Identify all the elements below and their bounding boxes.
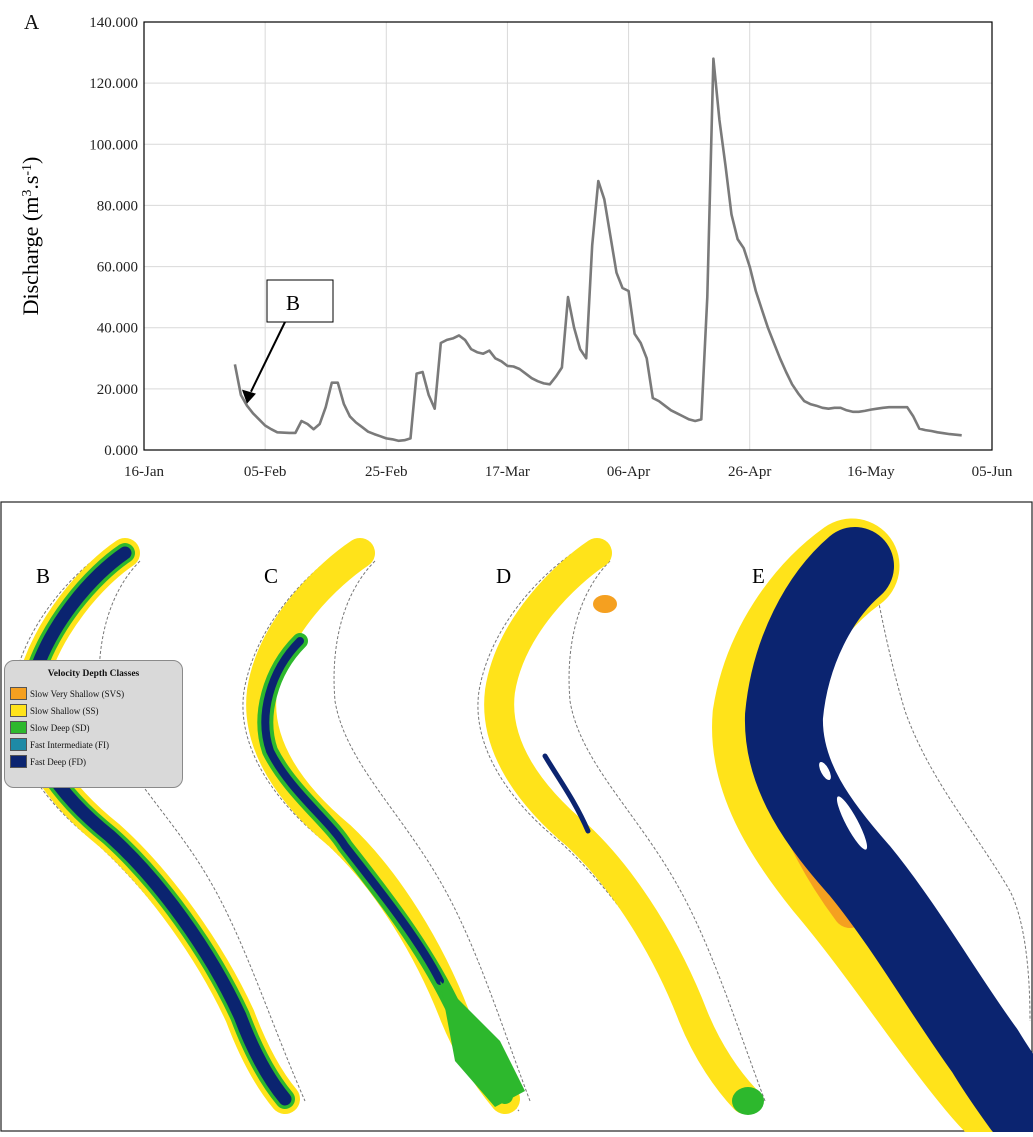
legend-label-fi: Fast Intermediate (FI) — [30, 739, 109, 750]
legend-item-svs: Slow Very Shallow (SVS) — [10, 685, 182, 702]
velocity-depth-maps: B C D E — [0, 501, 1033, 1137]
river-map-d — [477, 538, 766, 1115]
river-map-e — [712, 518, 1033, 1137]
y-tick-label: 40.000 — [97, 321, 138, 337]
legend-label-fd: Fast Deep (FD) — [30, 756, 86, 767]
y-tick-label: 0.000 — [104, 443, 138, 459]
plot-area-frame — [143, 21, 993, 451]
x-tick-label: 05-Jun — [972, 464, 1013, 480]
legend-swatch-svs — [10, 687, 27, 700]
x-tick-label: 25-Feb — [365, 464, 408, 480]
map-d-very-shallow-patch — [593, 595, 617, 613]
chart-panel-label: A — [24, 10, 40, 34]
map-d-slow-deep-patch — [732, 1087, 764, 1115]
map-label-d: D — [496, 564, 511, 588]
river-map-c — [242, 538, 531, 1114]
map-e-island-2 — [819, 761, 831, 781]
map-b-bank-right — [98, 560, 306, 1102]
y-tick-label: 80.000 — [97, 198, 138, 214]
x-tick-label: 26-Apr — [728, 464, 771, 480]
annotation-box — [266, 279, 334, 323]
legend-swatch-sd — [10, 721, 27, 734]
map-label-e: E — [752, 564, 765, 588]
y-axis-label-part: Discharge (m — [18, 197, 43, 316]
y-axis-label-part: ) — [18, 157, 43, 164]
legend-swatch-fd — [10, 755, 27, 768]
map-e-fast-deep — [744, 527, 1033, 1137]
x-tick-label: 16-Jan — [124, 464, 164, 480]
discharge-series-line — [233, 57, 962, 443]
map-d-fast-deep — [542, 753, 591, 834]
legend-label-sd: Slow Deep (SD) — [30, 722, 90, 733]
y-axis-label-part: 3 — [20, 190, 35, 197]
map-label-c: C — [264, 564, 278, 588]
annotation-label: B — [286, 291, 300, 315]
legend-item-fd: Fast Deep (FD) — [10, 753, 182, 770]
legend-swatch-fi — [10, 738, 27, 751]
x-tick-label: 06-Apr — [607, 464, 650, 480]
map-label-b: B — [36, 564, 50, 588]
map-e-island-1 — [836, 796, 868, 850]
discharge-chart-svg: 0.000 20.000 40.000 60.000 80.000 100.000 120.… — [18, 15, 1013, 480]
legend-label-svs: Slow Very Shallow (SVS) — [30, 688, 125, 699]
y-tick-label: 60.000 — [97, 260, 138, 276]
x-tick-label: 17-Mar — [485, 464, 530, 480]
map-d-bank-right — [568, 560, 766, 1102]
y-axis-label-part: -1 — [20, 164, 35, 176]
x-tick-label: 05-Feb — [244, 464, 287, 480]
annotation-arrow-shaft — [250, 321, 286, 393]
maps-svg: B C D E — [0, 501, 1033, 1137]
velocity-depth-legend: Velocity Depth Classes Slow Very Shallow… — [4, 660, 183, 788]
map-d-bank-left — [477, 545, 755, 1112]
map-d-shallow — [484, 538, 760, 1114]
y-axis-label: Discharge (m3.s-1) — [18, 157, 43, 316]
legend-title: Velocity Depth Classes — [47, 669, 140, 679]
map-e-bank-right — [869, 555, 1031, 1022]
river-map-b — [10, 538, 306, 1114]
annotation-arrow-head — [241, 389, 256, 404]
discharge-chart: A 0.000 20.000 40.000 60.000 80.000 100.000 12… — [0, 0, 1033, 500]
legend-item-ss: Slow Shallow (SS) — [10, 702, 182, 719]
x-tick-label: 16-May — [847, 464, 895, 480]
legend-label-ss: Slow Shallow (SS) — [30, 705, 99, 716]
legend-item-fi: Fast Intermediate (FI) — [10, 736, 182, 753]
y-tick-label: 100.000 — [89, 137, 138, 153]
map-b-fast-deep — [22, 546, 292, 1106]
legend-swatch-ss — [10, 704, 27, 717]
y-tick-label: 120.000 — [89, 76, 138, 92]
legend-item-sd: Slow Deep (SD) — [10, 719, 182, 736]
y-tick-label: 20.000 — [97, 382, 138, 398]
y-tick-label: 140.000 — [89, 15, 138, 31]
map-c-slow-deep-pool — [440, 981, 525, 1107]
map-c-bank-right — [333, 560, 531, 1102]
y-axis-label-part: .s — [18, 176, 43, 190]
map-c-fast-deep — [261, 637, 444, 985]
